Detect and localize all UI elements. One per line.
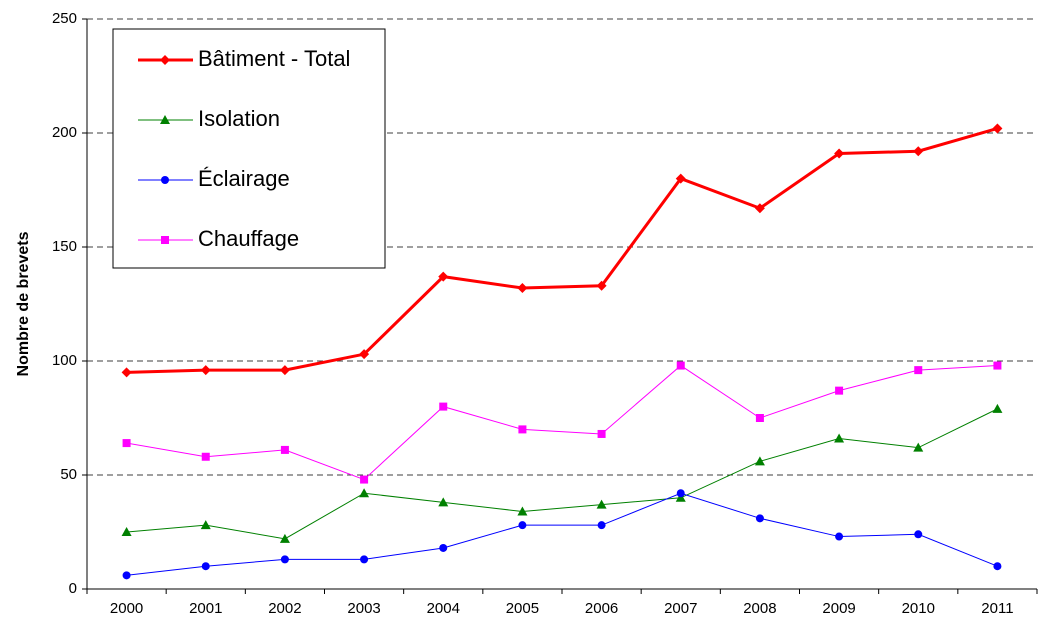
- y-tick-label: 250: [52, 10, 77, 27]
- data-point: [993, 361, 1002, 370]
- data-point: [201, 452, 210, 461]
- legend-label: Éclairage: [198, 166, 290, 191]
- data-point: [993, 562, 1002, 571]
- data-point: [755, 514, 764, 523]
- data-point: [754, 203, 765, 214]
- x-tick-label: 2005: [506, 600, 539, 617]
- data-point: [200, 520, 211, 530]
- data-point: [676, 361, 685, 370]
- data-point: [517, 506, 528, 516]
- data-point: [360, 555, 369, 564]
- legend-marker: [161, 176, 169, 184]
- data-point: [596, 280, 607, 291]
- data-point: [359, 349, 370, 360]
- data-point: [755, 414, 764, 422]
- data-point: [914, 366, 923, 375]
- data-point: [279, 533, 290, 543]
- data-point: [359, 488, 370, 498]
- x-tick-label: 2007: [664, 600, 697, 617]
- data-point: [280, 445, 289, 454]
- x-tick-label: 2011: [981, 600, 1013, 617]
- data-point: [992, 123, 1003, 134]
- series-line: [126, 364, 998, 481]
- legend-marker: [161, 236, 169, 244]
- data-point: [439, 543, 448, 552]
- x-tick-label: 2009: [822, 600, 855, 617]
- legend-label: Bâtiment - Total: [198, 46, 350, 71]
- x-tick-label: 2004: [427, 600, 460, 617]
- x-tick-label: 2006: [585, 600, 618, 617]
- data-point: [992, 403, 1003, 413]
- data-point: [122, 439, 131, 448]
- series-line: [126, 126, 998, 374]
- data-point: [913, 146, 924, 157]
- data-point: [597, 429, 606, 438]
- y-tick-label: 200: [52, 124, 77, 141]
- data-point: [914, 530, 923, 539]
- data-point: [754, 456, 765, 466]
- data-point: [676, 489, 685, 498]
- series-line: [126, 492, 998, 576]
- data-point: [438, 271, 449, 282]
- data-point: [596, 499, 607, 509]
- data-point: [121, 527, 132, 536]
- y-axis-label: Nombre de brevets: [15, 231, 32, 376]
- data-point: [438, 497, 449, 507]
- data-point: [517, 283, 528, 294]
- x-tick-label: 2003: [347, 600, 380, 617]
- legend-marker: [160, 115, 170, 124]
- data-point: [200, 365, 211, 376]
- data-point: [201, 562, 210, 571]
- data-point: [835, 386, 844, 395]
- y-tick-label: 150: [52, 238, 77, 255]
- legend-marker: [160, 55, 170, 65]
- data-point: [675, 173, 686, 184]
- y-tick-label: 50: [60, 466, 77, 483]
- legend-box: [112, 28, 386, 269]
- data-point: [122, 571, 131, 580]
- x-tick-label: 2002: [268, 600, 301, 617]
- data-point: [834, 148, 845, 159]
- data-point: [360, 475, 369, 484]
- x-tick-label: 2001: [189, 600, 222, 617]
- data-point: [597, 521, 606, 530]
- data-point: [279, 365, 290, 376]
- x-tick-label: 2008: [743, 600, 776, 617]
- legend-label: Chauffage: [198, 226, 299, 251]
- y-tick-label: 100: [52, 352, 77, 369]
- x-tick-label: 2010: [902, 600, 935, 617]
- legend-label: Isolation: [198, 106, 280, 131]
- data-point: [280, 555, 289, 564]
- series-line: [126, 408, 998, 540]
- data-point: [518, 425, 527, 434]
- data-point: [675, 492, 686, 502]
- data-point: [121, 367, 132, 378]
- y-tick-label: 0: [69, 580, 77, 597]
- x-tick-label: 2000: [110, 600, 143, 617]
- data-point: [834, 433, 845, 443]
- data-point: [913, 442, 924, 452]
- data-point: [439, 402, 448, 411]
- data-point: [518, 521, 527, 530]
- data-point: [835, 532, 844, 541]
